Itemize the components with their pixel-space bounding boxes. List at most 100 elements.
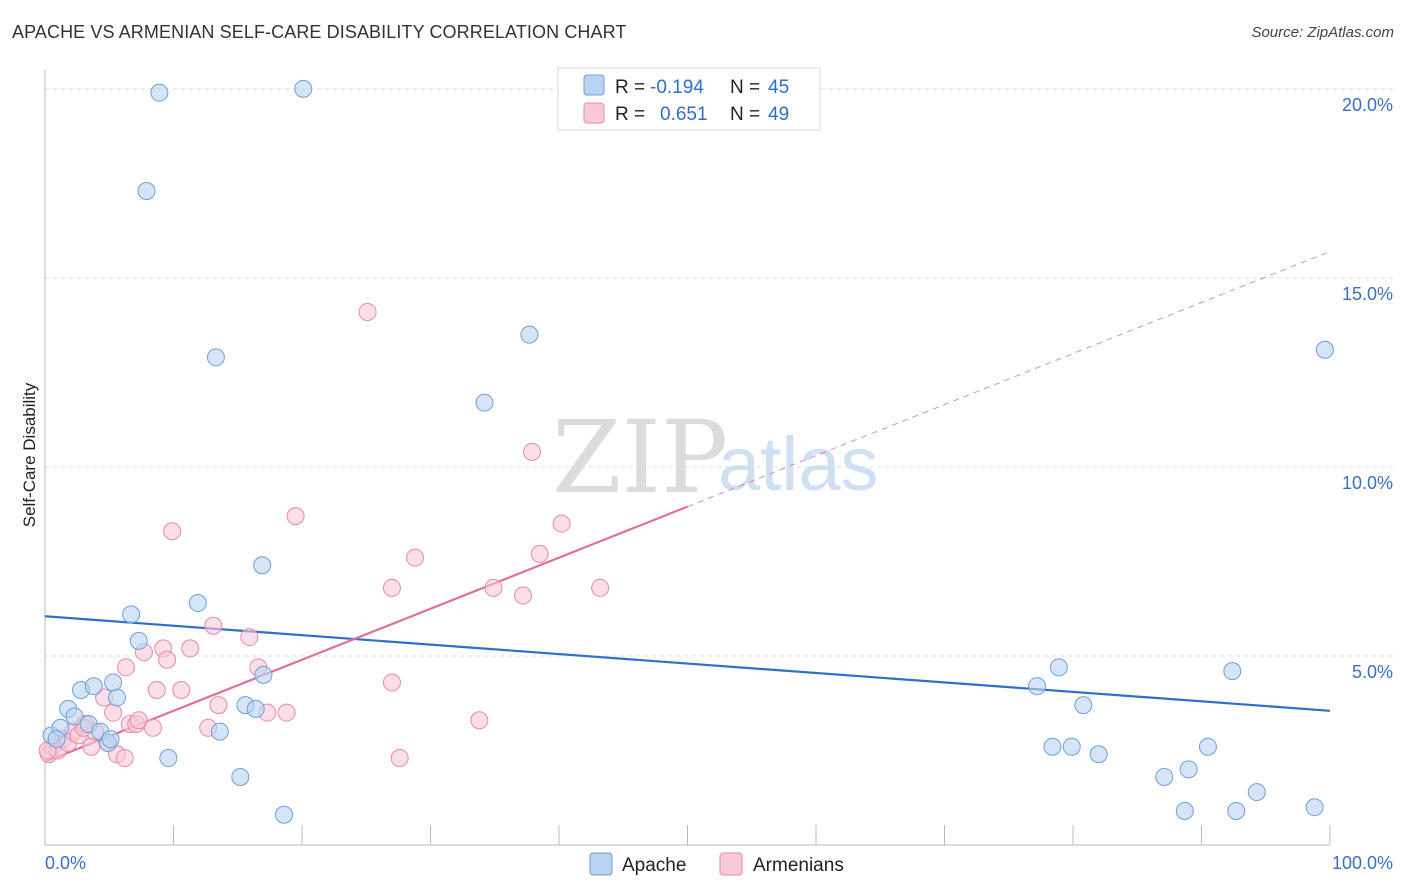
- legend-n-value-apache: 45: [768, 77, 789, 98]
- point-apache: [1155, 767, 1174, 786]
- y-tick-labels: 5.0% 10.0% 15.0% 20.0%: [1342, 95, 1393, 682]
- y-tick-label: 15.0%: [1342, 284, 1393, 304]
- point-armenians: [382, 578, 401, 597]
- point-armenians: [240, 628, 259, 647]
- point-apache: [294, 79, 313, 98]
- point-apache: [1175, 801, 1194, 820]
- point-armenians: [163, 522, 182, 541]
- legend-n-value-armenians: 49: [768, 104, 789, 125]
- point-apache: [188, 594, 207, 613]
- legend-r-label-apache: R =: [615, 77, 645, 98]
- point-apache: [253, 556, 272, 575]
- data-points: [38, 79, 1334, 824]
- point-apache: [275, 805, 294, 824]
- point-armenians: [181, 639, 200, 658]
- point-apache: [246, 699, 265, 718]
- legend-n-label-apache: N =: [730, 77, 760, 98]
- x-tick-label: 0.0%: [45, 853, 86, 873]
- point-apache: [1198, 737, 1217, 756]
- y-tick-label: 5.0%: [1352, 662, 1393, 682]
- point-armenians: [358, 302, 377, 321]
- bottom-legend-label-armenians: Armenians: [753, 855, 844, 876]
- point-armenians: [286, 507, 305, 526]
- point-armenians: [129, 711, 148, 730]
- trend-line-extension-armenians: [687, 250, 1331, 508]
- point-apache: [210, 722, 229, 741]
- y-axis-title: Self-Care Disability: [20, 382, 39, 527]
- x-tick-label: 100.0%: [1332, 853, 1393, 873]
- point-apache: [206, 348, 225, 367]
- point-apache: [1315, 340, 1334, 359]
- point-armenians: [209, 696, 228, 715]
- point-apache: [1074, 696, 1093, 715]
- point-armenians: [116, 658, 135, 677]
- point-apache: [1305, 798, 1324, 817]
- point-armenians: [104, 703, 123, 722]
- point-armenians: [390, 749, 409, 768]
- y-tick-label: 10.0%: [1342, 473, 1393, 493]
- point-apache: [122, 605, 141, 624]
- point-apache: [475, 393, 494, 412]
- point-apache: [231, 767, 250, 786]
- point-armenians: [523, 442, 542, 461]
- bottom-legend-swatch-apache: [589, 852, 613, 876]
- source-credit: Source: ZipAtlas.com: [1251, 24, 1394, 41]
- legend: R = -0.194 N = 45 R = 0.651 N = 49: [557, 67, 821, 131]
- watermark-zip: ZIP: [552, 399, 728, 516]
- point-apache: [1049, 658, 1068, 677]
- bottom-legend-swatch-armenians: [719, 852, 743, 876]
- point-armenians: [172, 681, 191, 699]
- point-armenians: [82, 737, 101, 756]
- point-apache: [1227, 801, 1246, 820]
- point-armenians: [382, 673, 401, 692]
- point-armenians: [470, 711, 489, 730]
- legend-r-label-armenians: R =: [615, 104, 645, 125]
- point-apache: [84, 677, 103, 696]
- point-apache: [1223, 662, 1242, 681]
- point-apache: [254, 665, 273, 684]
- legend-swatch-apache: [583, 74, 605, 96]
- point-apache: [129, 631, 148, 650]
- x-tick-labels: 0.0% 100.0%: [45, 853, 1393, 873]
- point-apache: [107, 688, 126, 707]
- trend-lines: [44, 250, 1331, 763]
- bottom-legend: Apache Armenians: [589, 852, 844, 876]
- point-armenians: [552, 514, 571, 533]
- point-apache: [47, 730, 66, 749]
- point-armenians: [530, 544, 549, 563]
- point-apache: [65, 707, 84, 726]
- legend-r-value-armenians: 0.651: [660, 104, 708, 125]
- point-apache: [101, 730, 120, 749]
- point-armenians: [147, 681, 166, 699]
- point-armenians: [514, 586, 533, 605]
- point-apache: [1043, 737, 1062, 756]
- point-armenians: [277, 703, 296, 722]
- legend-n-label-armenians: N =: [730, 104, 760, 125]
- bottom-legend-label-apache: Apache: [622, 855, 686, 876]
- trend-line-apache: [44, 615, 1331, 712]
- point-armenians: [115, 749, 134, 768]
- point-armenians: [591, 578, 610, 597]
- point-apache: [520, 325, 539, 344]
- point-apache: [137, 181, 156, 200]
- point-apache: [1247, 783, 1266, 802]
- watermark: ZIP atlas: [552, 399, 879, 516]
- point-armenians: [204, 616, 223, 635]
- point-apache: [1062, 737, 1081, 756]
- point-apache: [1028, 677, 1047, 696]
- point-apache: [150, 83, 169, 102]
- axes: [44, 70, 1331, 846]
- point-apache: [1089, 745, 1108, 764]
- chart-title: APACHE VS ARMENIAN SELF-CARE DISABILITY …: [12, 22, 627, 42]
- point-armenians: [158, 650, 177, 669]
- point-armenians: [143, 718, 162, 737]
- grid-lines: [45, 88, 1395, 657]
- point-apache: [104, 673, 123, 692]
- y-tick-label: 20.0%: [1342, 95, 1393, 115]
- legend-r-value-apache: -0.194: [650, 77, 704, 98]
- point-apache: [1179, 760, 1198, 779]
- point-apache: [159, 749, 178, 768]
- point-armenians: [406, 548, 425, 567]
- legend-swatch-armenians: [583, 102, 605, 124]
